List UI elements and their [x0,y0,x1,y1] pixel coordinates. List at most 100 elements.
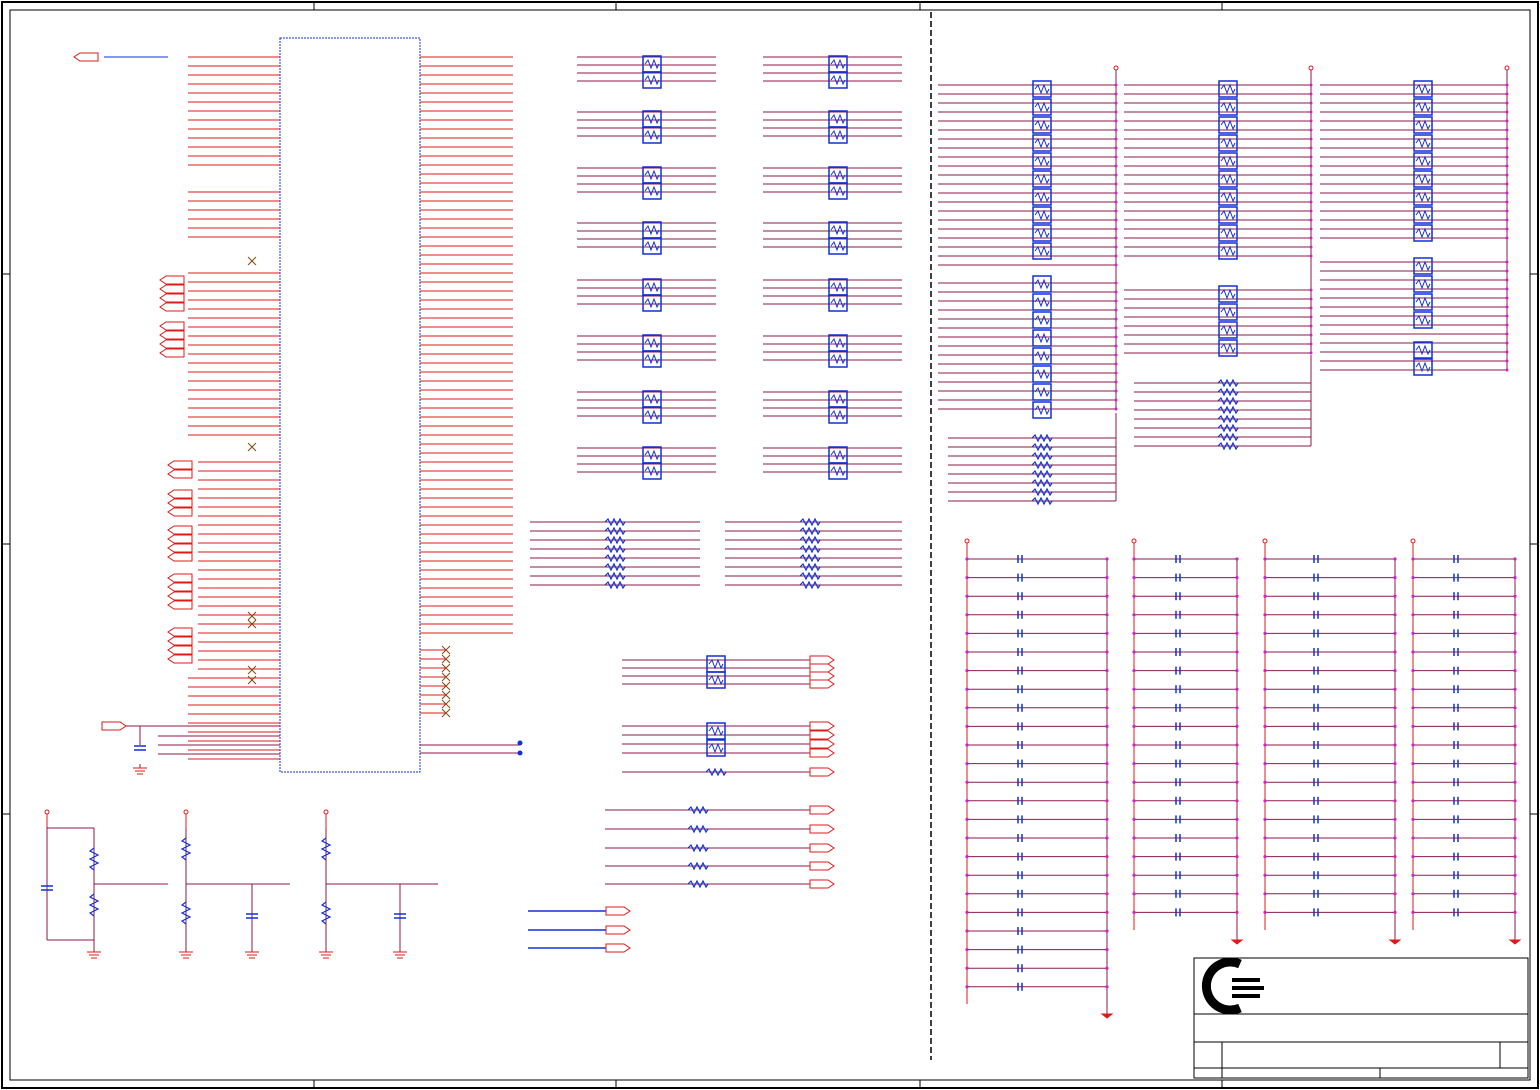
junction-dot [1505,350,1509,354]
junction-dot [1263,687,1267,691]
junction-dot [1393,650,1397,654]
junction-dot [1393,910,1397,915]
junction-dot [1505,164,1509,168]
junction-dot [1505,137,1509,141]
no-connect-mark [441,690,451,700]
junction-dot [1263,724,1267,729]
junction-dot [1132,557,1136,561]
offpage-connector [809,843,835,853]
junction-dot [1393,631,1397,636]
offpage-connector [159,321,185,331]
resistor-network [1032,134,1052,152]
junction-dot [1411,557,1415,561]
junction-dot [1105,724,1109,729]
junction-dot [965,669,969,673]
power-symbol [964,538,970,544]
junction-dot [1309,315,1313,319]
offpage-connector [605,906,631,916]
resistor-network-zigzag [1220,83,1236,95]
resistor-network-zigzag [1415,137,1431,149]
junction-dot [1513,724,1517,729]
no-connect-mark [441,663,451,673]
junction-dot [1105,687,1109,691]
resistor-network-zigzag [644,185,660,197]
resistor-symbol [1031,451,1053,461]
resistor-symbol [1031,478,1053,488]
junction-dot [1114,155,1118,159]
offpage-connector [809,861,835,871]
resistor-symbol [604,580,626,590]
junction-dot [1132,855,1136,859]
junction-dot [1309,137,1313,141]
junction-dot [1114,182,1118,186]
junction-dot [1114,191,1118,195]
resistor-network [1032,329,1052,347]
junction-dot [1105,706,1109,710]
resistor-network [1218,303,1238,321]
resistor-symbol [705,767,727,777]
resistor-symbol [687,843,709,853]
junction-dot [1411,873,1415,877]
junction-dot [1505,359,1509,363]
junction-dot [1513,855,1517,859]
junction-dot [1132,650,1136,654]
resistor-network [1032,224,1052,242]
resistor-network-zigzag [830,337,846,349]
resistor-network-zigzag [1415,361,1431,373]
resistor-network [1032,152,1052,170]
junction-dot [1105,631,1109,636]
junction-dot [1393,557,1397,561]
resistor-network-zigzag [708,725,724,737]
resistor-symbol [1217,405,1239,415]
junction-dot [1235,743,1239,747]
offpage-connector [809,824,835,834]
junction-dot [1505,119,1509,123]
no-connect-mark [441,654,451,664]
resistor-network-zigzag [1220,227,1236,239]
offpage-connector [159,275,185,285]
junction-dot [1235,631,1239,636]
junction-dot [1114,146,1118,150]
junction-dot [1235,780,1239,784]
resistor-network-zigzag [708,742,724,754]
resistor-symbol [799,544,821,554]
junction-dot [1263,910,1267,915]
resistor-network [642,350,662,368]
resistor-network [1218,98,1238,116]
junction-dot [965,631,969,636]
resistor-network [1218,285,1238,303]
resistor-network [828,462,848,480]
resistor-network-zigzag [1034,296,1050,308]
junction-dot [1114,254,1118,258]
resistor-network [1413,116,1433,134]
offpage-connector [809,748,835,758]
junction-dot [1411,613,1415,617]
junction-dot [1505,323,1509,327]
offpage-connector [809,767,835,777]
junction-dot [1513,631,1517,636]
no-connect-mark [441,699,451,709]
junction-dot [1132,724,1136,729]
offpage-connector [159,293,185,303]
junction-dot [1309,297,1313,301]
junction-dot [1114,119,1118,123]
offpage-connector [167,636,193,646]
resistor-network [1218,80,1238,98]
resistor-network-zigzag [1034,191,1050,203]
no-connect-mark [441,681,451,691]
junction-dot [1393,576,1397,580]
junction-dot [1132,594,1136,598]
resistor-network-zigzag [1415,191,1431,203]
resistor-network [1218,116,1238,134]
resistor-network [1032,311,1052,329]
resistor-network-zigzag [1415,344,1431,356]
no-connect-mark [441,645,451,655]
junction-dot [1263,576,1267,580]
resistor-network-zigzag [1220,245,1236,257]
resistor-network-zigzag [830,281,846,293]
junction-dot [1132,873,1136,877]
junction-dot [1114,353,1118,357]
resistor-network-zigzag [1415,314,1431,326]
junction-dot [1393,687,1397,691]
